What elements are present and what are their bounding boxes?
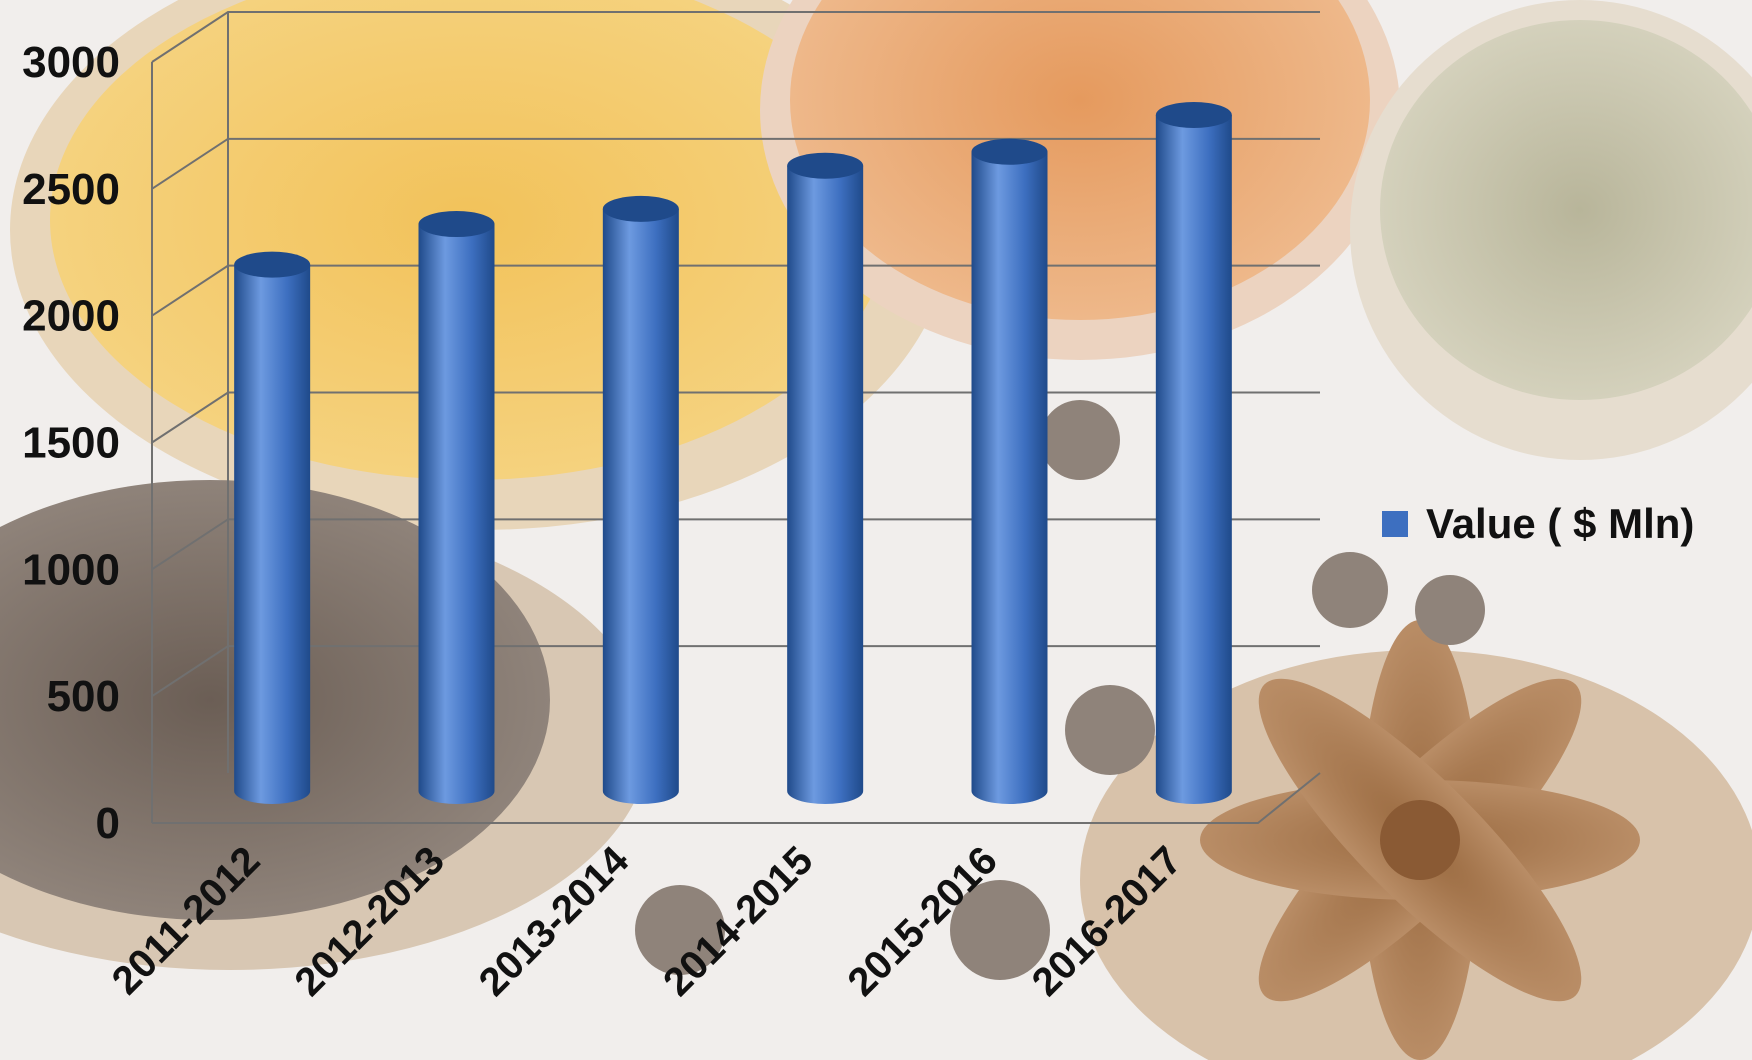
- y-tick-label: 2000: [22, 292, 120, 341]
- x-category-label: 2014-2015: [655, 838, 821, 1004]
- bar: [602, 195, 679, 805]
- bar: [971, 138, 1048, 805]
- chart-bars: [234, 101, 1232, 805]
- x-category-label: 2016-2017: [1024, 838, 1190, 1004]
- legend-label: Value ( $ Mln): [1426, 500, 1695, 547]
- gridline: [151, 391, 1320, 444]
- y-axis-tick-labels: 0 500 1000 1500 2000 2500 3000: [22, 38, 120, 848]
- x-category-label: 2011-2012: [104, 838, 269, 1003]
- x-category-label: 2012-2013: [286, 838, 452, 1004]
- y-tick-label: 0: [96, 799, 120, 848]
- y-tick-label: 500: [47, 672, 120, 721]
- gridline: [151, 518, 1320, 571]
- chart-gridlines: [151, 11, 1320, 698]
- bar: [418, 211, 495, 805]
- gridline: [151, 137, 1320, 190]
- gridline: [151, 264, 1320, 317]
- y-tick-label: 2500: [22, 165, 120, 214]
- gridline: [151, 11, 1320, 63]
- y-tick-label: 1500: [22, 419, 120, 468]
- bar: [1155, 101, 1232, 805]
- legend-swatch: [1382, 511, 1408, 537]
- y-tick-label: 1000: [22, 545, 120, 594]
- x-category-label: 2015-2016: [839, 838, 1005, 1004]
- x-category-label: 2013-2014: [471, 838, 638, 1005]
- chart-axes: [151, 12, 1321, 824]
- y-tick-label: 3000: [22, 38, 120, 87]
- gridline: [151, 645, 1320, 698]
- chart-legend: Value ( $ Mln): [1382, 500, 1694, 548]
- bar: [787, 152, 864, 805]
- bar: [234, 251, 311, 804]
- x-axis-category-labels: 2011-2012 2012-2013 2013-2014 2014-2015 2015…: [104, 838, 1190, 1005]
- x-axis-line: [152, 772, 1321, 824]
